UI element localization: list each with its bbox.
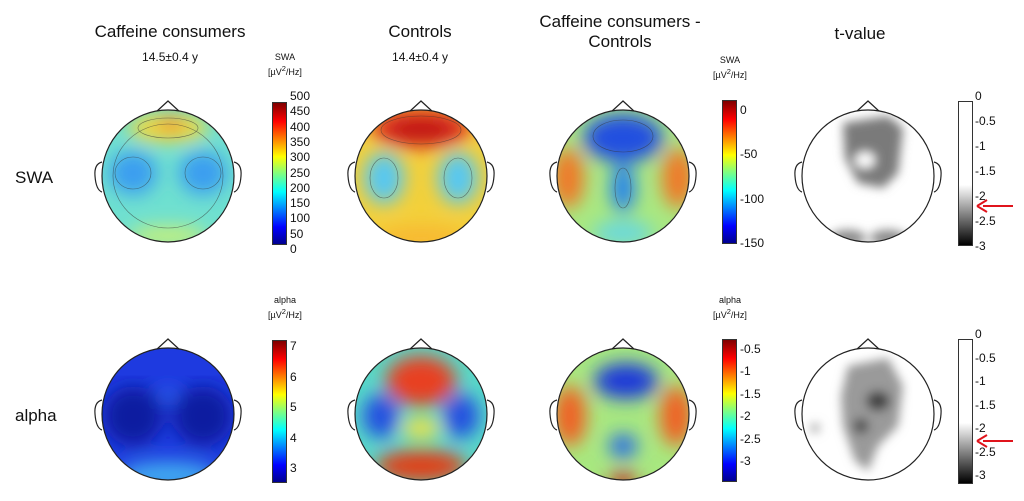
colorbar-ticks-swa-abs: 500 450 400 350 300 250 200 150 100 50 0 bbox=[290, 90, 330, 255]
column-title-tvalue: t-value bbox=[834, 24, 886, 43]
colorbar-tick-label: 50 bbox=[290, 226, 304, 241]
colorbar-tick-label: 4 bbox=[290, 430, 297, 445]
colorbar-unit-swa-abs: [µV2/Hz] bbox=[268, 64, 302, 77]
colorbar-tick-label: -150 bbox=[740, 236, 765, 250]
colorbar-unit-alpha-abs: [µV2/Hz] bbox=[268, 307, 302, 320]
colorbar-tick-label: 350 bbox=[290, 134, 311, 149]
colorbar-tick-label: -0.5 bbox=[975, 114, 996, 128]
colorbar-tick-label: 150 bbox=[290, 196, 311, 211]
colorbar-tick-label: 7 bbox=[290, 339, 297, 353]
row-label-alpha: alpha bbox=[15, 406, 57, 425]
colorbar-swa-t bbox=[958, 101, 973, 246]
topomap-caffeine-alpha bbox=[94, 338, 242, 481]
colorbar-alpha-abs bbox=[272, 340, 287, 483]
topomap-difference-swa bbox=[549, 100, 697, 243]
colorbar-title-swa-diff-name: SWA bbox=[719, 55, 741, 65]
colorbar-tick-label: -3 bbox=[975, 239, 986, 253]
colorbar-tick-label: 5 bbox=[290, 400, 297, 414]
colorbar-tick-label: 0 bbox=[740, 103, 747, 117]
colorbar-tick-label: -0.5 bbox=[975, 350, 996, 365]
colorbar-tick-label: 450 bbox=[290, 104, 311, 119]
colorbar-tick-label: 250 bbox=[290, 165, 311, 180]
colorbar-ticks-alpha-t: 0 -0.5 -1 -1.5 -2 -2.5 -3 bbox=[975, 328, 1015, 481]
colorbar-title-alpha-diff: alpha [µV2/Hz] bbox=[700, 295, 760, 321]
colorbar-tick-label: -3 bbox=[975, 468, 986, 482]
column-title-caffeine: Caffeine consumers bbox=[94, 22, 246, 41]
column-title-difference-line2: Controls bbox=[588, 32, 652, 51]
colorbar-title-swa-abs: SWA [µV2/Hz] bbox=[255, 52, 315, 78]
colorbar-tick-label: -1.5 bbox=[975, 164, 996, 178]
colorbar-unit-alpha-diff: [µV2/Hz] bbox=[713, 307, 747, 320]
colorbar-tick-label: -2 bbox=[975, 421, 986, 435]
topomap-tvalue-swa bbox=[794, 100, 942, 243]
topomap-controls-alpha bbox=[347, 338, 495, 481]
colorbar-tick-label: 100 bbox=[290, 211, 311, 226]
colorbar-ticks-swa-diff: 0 -50 -100 -150 bbox=[740, 104, 780, 249]
colorbar-tick-label: -1.5 bbox=[975, 397, 996, 412]
colorbar-tick-label: 0 bbox=[975, 327, 982, 341]
colorbar-tick-label: 400 bbox=[290, 119, 311, 134]
colorbar-swa-diff bbox=[722, 100, 737, 244]
colorbar-ticks-swa-t: 0 -0.5 -1 -1.5 -2 -2.5 -3 bbox=[975, 90, 1015, 252]
colorbar-ticks-alpha-diff: -0.5 -1 -1.5 -2 -2.5 -3 bbox=[740, 343, 780, 467]
colorbar-alpha-diff bbox=[722, 339, 737, 482]
colorbar-title-swa-diff: SWA [µV2/Hz] bbox=[700, 55, 760, 81]
colorbar-tick-label: -1 bbox=[975, 374, 986, 388]
colorbar-tick-label: -0.5 bbox=[740, 342, 761, 356]
colorbar-tick-label: -2 bbox=[975, 189, 986, 203]
column-title-controls: Controls bbox=[388, 22, 452, 41]
colorbar-tick-label: 0 bbox=[290, 242, 297, 256]
colorbar-tick-label: 3 bbox=[290, 461, 297, 475]
threshold-arrow-swa bbox=[976, 199, 1013, 213]
column-subtitle-caffeine-age: 14.5±0.4 y bbox=[142, 50, 198, 64]
topomap-tvalue-alpha bbox=[794, 338, 942, 481]
colorbar-ticks-alpha-abs: 7 6 5 4 3 bbox=[290, 340, 330, 474]
colorbar-tick-label: -50 bbox=[740, 147, 758, 162]
colorbar-tick-label: -2.5 bbox=[975, 214, 996, 228]
row-label-swa: SWA bbox=[15, 168, 54, 187]
column-title-difference: Caffeine consumers - Controls bbox=[520, 12, 720, 52]
topomap-caffeine-swa bbox=[94, 100, 242, 243]
colorbar-tick-label: -1 bbox=[975, 139, 986, 153]
colorbar-alpha-t bbox=[958, 339, 973, 484]
colorbar-tick-label: -3 bbox=[740, 454, 751, 468]
colorbar-tick-label: 0 bbox=[975, 89, 982, 103]
colorbar-tick-label: -2.5 bbox=[740, 431, 761, 446]
colorbar-tick-label: 500 bbox=[290, 89, 311, 103]
colorbar-tick-label: -2 bbox=[740, 409, 751, 424]
column-title-difference-line1: Caffeine consumers - bbox=[539, 12, 701, 31]
colorbar-tick-label: 200 bbox=[290, 180, 311, 195]
colorbar-tick-label: -1 bbox=[740, 364, 751, 379]
colorbar-title-alpha-diff-name: alpha bbox=[718, 295, 742, 305]
colorbar-tick-label: 6 bbox=[290, 369, 297, 384]
colorbar-tick-label: -100 bbox=[740, 191, 765, 206]
colorbar-tick-label: -2.5 bbox=[975, 444, 996, 459]
colorbar-tick-label: 300 bbox=[290, 150, 311, 165]
colorbar-title-swa-abs-name: SWA bbox=[274, 52, 296, 62]
colorbar-title-alpha-abs-name: alpha bbox=[273, 295, 297, 305]
colorbar-tick-label: -1.5 bbox=[740, 386, 761, 401]
colorbar-title-alpha-abs: alpha [µV2/Hz] bbox=[255, 295, 315, 321]
topomap-difference-alpha bbox=[549, 338, 697, 481]
topomap-controls-swa bbox=[347, 100, 495, 243]
threshold-arrow-alpha bbox=[976, 434, 1013, 448]
colorbar-unit-swa-diff: [µV2/Hz] bbox=[713, 67, 747, 80]
column-subtitle-controls-age: 14.4±0.4 y bbox=[392, 50, 448, 64]
colorbar-swa-abs bbox=[272, 102, 287, 245]
